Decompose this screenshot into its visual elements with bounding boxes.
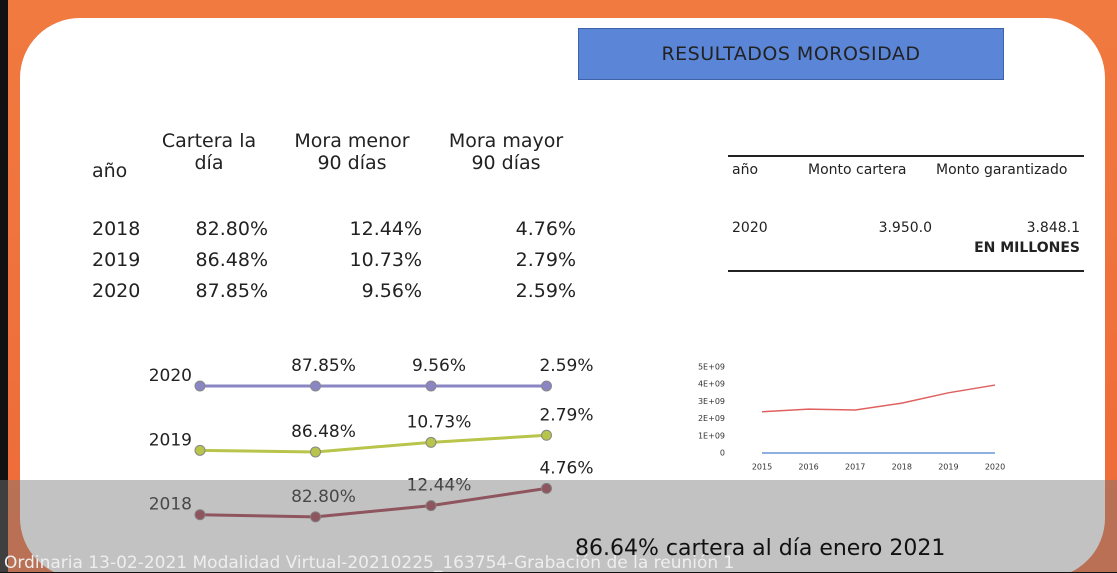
y-tick-label: 1E+09: [698, 431, 725, 440]
y-tick-label: 0: [720, 449, 725, 458]
table-cell: 3.950.0: [878, 220, 932, 236]
table-header: Mora menor 90 días: [294, 130, 410, 174]
point: [425, 380, 437, 392]
table-cell: 86.48%: [195, 249, 268, 271]
table-cell: 12.44%: [349, 218, 422, 240]
table-cell: 10.73%: [349, 249, 422, 271]
table-cell: 2018: [92, 218, 141, 240]
point: [194, 380, 206, 392]
table-cell: 2.59%: [515, 280, 576, 302]
data-label: 82.80%: [291, 487, 356, 507]
video-overlay: [0, 480, 1117, 572]
data-label: 87.85%: [291, 356, 356, 376]
data-label: 86.48%: [291, 422, 356, 442]
note: EN MILLONES: [974, 240, 1080, 256]
data-label: 12.44%: [407, 476, 472, 496]
table-cell: 3.848.1: [1026, 220, 1080, 236]
data-label: 2020: [149, 366, 192, 386]
series-line: [199, 433, 547, 454]
y-tick-label: 4E+09: [698, 380, 725, 389]
table-cell: 2020: [732, 220, 768, 236]
table-header: Monto garantizado: [936, 162, 1068, 178]
series-line: [761, 384, 996, 413]
point: [310, 380, 321, 392]
y-tick-label: 5E+09: [698, 363, 725, 372]
series-line: [199, 486, 547, 519]
x-tick-label: 2019: [938, 463, 958, 472]
data-label: 10.73%: [407, 412, 472, 432]
x-tick-label: 2017: [845, 463, 865, 472]
table-cell: 4.76%: [515, 218, 576, 240]
table-cell: 2020: [92, 280, 141, 302]
data-label: 2.79%: [539, 405, 593, 425]
table-header: Monto cartera: [808, 162, 907, 178]
data-label: 4.76%: [539, 458, 593, 478]
x-tick-label: 2020: [985, 463, 1005, 472]
point: [194, 509, 206, 521]
point: [194, 444, 206, 456]
table-header: año: [732, 162, 759, 178]
recording-title: Ordinaria 13-02-2021 Modalidad Virtual-2…: [4, 553, 735, 573]
table-cell: 87.85%: [195, 280, 268, 302]
table-header: Mora mayor 90 días: [448, 130, 564, 174]
y-tick-label: 2E+09: [698, 414, 725, 423]
table-cell: 2019: [92, 249, 141, 271]
x-tick-label: 2015: [752, 463, 772, 472]
data-label: 2.59%: [539, 356, 593, 376]
data-label: 2018: [149, 495, 192, 515]
table-cell: 82.80%: [195, 218, 268, 240]
table-header: Cartera la día: [161, 130, 257, 174]
rule: [728, 270, 1084, 272]
x-tick-label: 2016: [798, 463, 818, 472]
data-label: 2019: [149, 430, 192, 450]
table-cell: 2.79%: [515, 249, 576, 271]
caption: 86.64% cartera al día enero 2021: [575, 536, 946, 561]
slide: [8, 0, 1117, 572]
point: [425, 436, 437, 448]
point: [310, 446, 321, 458]
table-cell: 9.56%: [361, 280, 422, 302]
point: [541, 380, 552, 392]
point: [541, 482, 552, 494]
x-tick-label: 2018: [892, 463, 912, 472]
table-header: año: [92, 160, 128, 182]
y-tick-label: 3E+09: [698, 397, 725, 406]
data-label: 9.56%: [412, 356, 466, 376]
point: [425, 500, 437, 512]
point: [310, 511, 321, 523]
point: [541, 429, 552, 441]
slide-card: [20, 18, 1105, 572]
slide-title: RESULTADOS MOROSIDAD: [578, 28, 1004, 80]
rule: [728, 155, 1084, 157]
